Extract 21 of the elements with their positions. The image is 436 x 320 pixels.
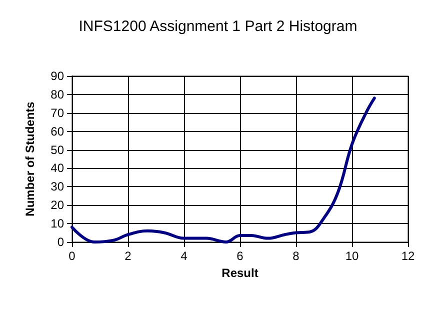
x-tick-label: 6	[236, 249, 244, 263]
y-tick-label: 80	[50, 87, 64, 102]
x-tick-label: 8	[292, 249, 300, 263]
x-tick-label: 10	[345, 249, 359, 263]
y-axis-title: Number of Students	[23, 101, 37, 216]
y-tick-label: 60	[50, 124, 64, 138]
x-axis-title: Result	[222, 266, 258, 280]
x-tick-label: 12	[401, 249, 415, 263]
y-tick-label: 40	[50, 161, 64, 176]
x-tick-label: 0	[68, 249, 76, 263]
y-tick-label: 10	[50, 216, 64, 231]
x-tick-label: 4	[180, 249, 188, 263]
y-tick-label: 50	[50, 142, 64, 157]
y-tick-label: 0	[57, 235, 64, 249]
y-tick-label: 90	[50, 69, 64, 83]
x-tick-label: 2	[124, 249, 132, 263]
y-tick-label: 20	[50, 198, 64, 212]
y-tick-label: 70	[50, 106, 64, 120]
y-tick-label: 30	[50, 180, 64, 194]
line-series	[70, 96, 376, 244]
chart-title: INFS1200 Assignment 1 Part 2 Histogram	[78, 18, 358, 35]
